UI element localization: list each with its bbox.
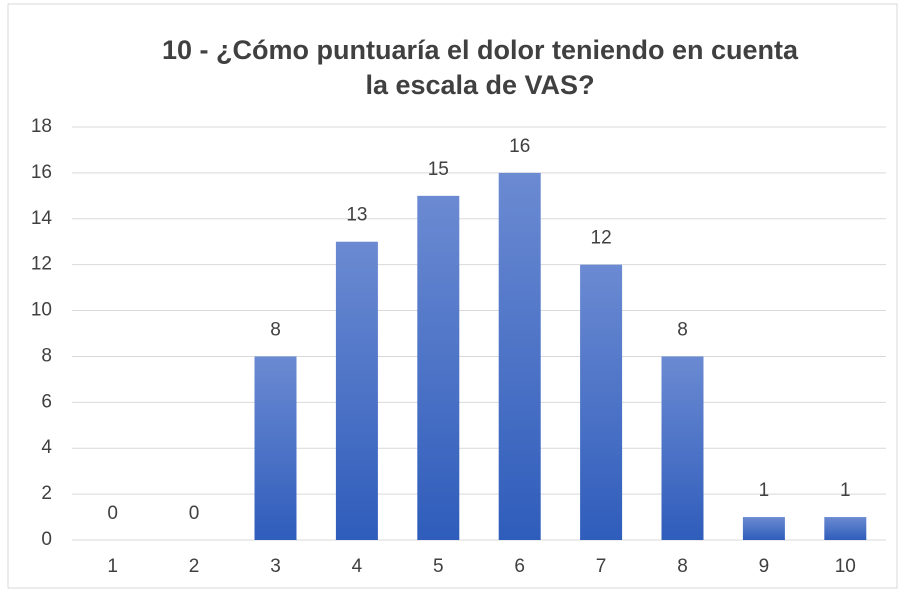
y-tick-label: 16: [31, 162, 52, 183]
x-tick-label: 3: [270, 556, 281, 577]
data-label: 0: [189, 503, 200, 524]
data-label: 0: [107, 503, 118, 524]
y-tick-label: 10: [31, 300, 52, 321]
data-label: 15: [428, 159, 449, 180]
bar: [417, 195, 460, 541]
bar: [824, 517, 867, 540]
x-tick-label: 6: [514, 556, 525, 577]
x-tick-label: 5: [433, 556, 444, 577]
data-label: 1: [759, 480, 770, 501]
chart-title: la escala de VAS?: [365, 70, 594, 100]
x-tick-label: 8: [677, 556, 688, 577]
bar: [742, 517, 785, 540]
x-tick-label: 7: [596, 556, 607, 577]
y-tick-label: 12: [31, 254, 52, 275]
y-tick-label: 0: [41, 529, 52, 550]
bar: [498, 172, 541, 540]
x-tick-label: 9: [759, 556, 770, 577]
data-label: 12: [591, 228, 612, 249]
data-label: 8: [270, 319, 281, 340]
bar: [661, 356, 704, 540]
chart-title: 10 - ¿Cómo puntuaría el dolor teniendo e…: [162, 35, 799, 65]
bar: [580, 264, 623, 540]
y-tick-label: 2: [41, 483, 52, 504]
data-label: 1: [840, 480, 851, 501]
x-tick-label: 1: [107, 556, 118, 577]
x-tick-label: 10: [835, 556, 856, 577]
y-tick-label: 14: [31, 208, 53, 229]
y-tick-label: 18: [31, 116, 52, 137]
y-tick-label: 6: [41, 391, 52, 412]
y-tick-label: 4: [41, 437, 52, 458]
data-label: 16: [509, 136, 530, 157]
bar: [335, 241, 378, 540]
data-label: 13: [346, 205, 367, 226]
x-tick-label: 2: [189, 556, 200, 577]
y-tick-label: 8: [41, 345, 52, 366]
data-label: 8: [677, 319, 688, 340]
bar: [254, 356, 297, 540]
x-tick-label: 4: [352, 556, 363, 577]
